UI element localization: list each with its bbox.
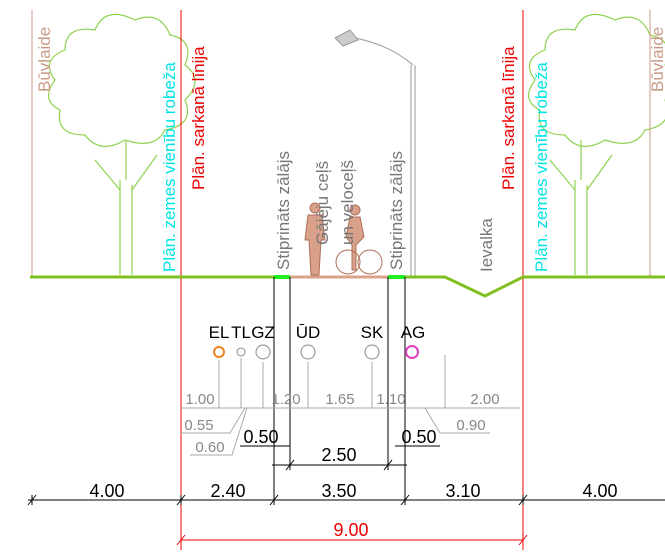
- offset-label: 1.10: [376, 391, 405, 408]
- boundary-label: Plān. zemes vienību robeža: [532, 62, 551, 272]
- offset-label: 0.60: [195, 439, 224, 456]
- total-width-label: 9.00: [333, 520, 368, 540]
- offset-label: 1.65: [325, 391, 354, 408]
- pedestrians: [304, 202, 383, 276]
- offset-label: 0.55: [184, 417, 213, 434]
- offset-lines: [180, 355, 520, 456]
- utility-label: AG: [401, 323, 426, 342]
- trees: [48, 13, 665, 275]
- boundary-lines: [31, 10, 651, 550]
- utility-markers: [213, 344, 419, 360]
- offset-label: 1.00: [185, 391, 214, 408]
- width-label: 0.50: [243, 427, 278, 447]
- width-label: 4.00: [89, 481, 124, 501]
- zone-label: Stiprināts zālājs: [387, 151, 406, 270]
- width-label: 2.50: [321, 445, 356, 465]
- zone-label: Stiprināts zālājs: [274, 151, 293, 270]
- dimension-lines: [27, 445, 665, 506]
- offset-label: 1.20: [271, 391, 300, 408]
- width-label: 3.50: [321, 481, 356, 501]
- offset-label: 2.00: [470, 391, 499, 408]
- ground: [30, 275, 665, 298]
- boundary-label: Būvlaide: [35, 27, 54, 92]
- width-label: 3.10: [445, 481, 480, 501]
- width-label: 2.40: [210, 481, 245, 501]
- boundary-label: Plān. sarkanā līnija: [189, 46, 208, 190]
- utility-label: EL: [209, 323, 230, 342]
- zone-label: Gājēju ceļš: [313, 161, 332, 245]
- streetlight: [334, 29, 416, 277]
- boundary-label: Plān. sarkanā līnija: [499, 46, 518, 190]
- boundary-label: Būvlaide: [648, 27, 665, 92]
- total-ticks: [176, 534, 528, 546]
- width-label: 4.00: [582, 481, 617, 501]
- zone-label: Ievalka: [477, 218, 496, 272]
- utility-label: SK: [361, 323, 384, 342]
- pavement-lines: [273, 277, 406, 505]
- utility-label: TL: [231, 323, 251, 342]
- utility-label: GZ: [251, 323, 275, 342]
- utility-label: ŪD: [296, 323, 321, 342]
- width-label: 0.50: [401, 427, 436, 447]
- zone-label: un veloceļš: [338, 160, 357, 245]
- boundary-label: Plān. zemes vienību robeža: [160, 62, 179, 272]
- offset-label: 0.90: [456, 417, 485, 434]
